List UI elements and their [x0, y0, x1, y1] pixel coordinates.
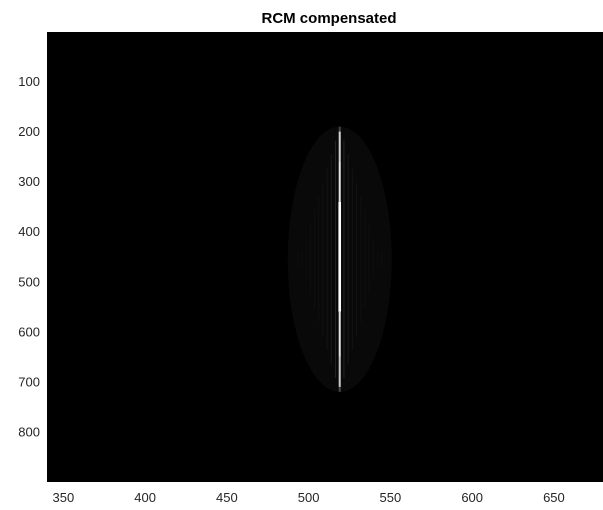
plot-area	[47, 32, 603, 482]
y-tick-label: 300	[18, 174, 40, 189]
y-tick-label: 800	[18, 424, 40, 439]
y-tick-label: 400	[18, 224, 40, 239]
y-axis: 100 200 300 400 500 600 700 800	[18, 74, 40, 439]
x-tick-label: 500	[298, 490, 320, 505]
y-tick-label: 500	[18, 274, 40, 289]
y-tick-label: 200	[18, 124, 40, 139]
x-tick-label: 550	[380, 490, 402, 505]
chart-title: RCM compensated	[261, 10, 396, 27]
image-layer	[326, 126, 353, 392]
y-tick-label: 600	[18, 324, 40, 339]
x-tick-label: 350	[53, 490, 75, 505]
x-tick-label: 450	[216, 490, 238, 505]
y-tick-label: 700	[18, 374, 40, 389]
x-axis: 350 400 450 500 550 600 650	[53, 490, 565, 505]
x-tick-label: 650	[543, 490, 565, 505]
x-tick-label: 600	[461, 490, 483, 505]
x-tick-label: 400	[134, 490, 156, 505]
y-tick-label: 100	[18, 74, 40, 89]
